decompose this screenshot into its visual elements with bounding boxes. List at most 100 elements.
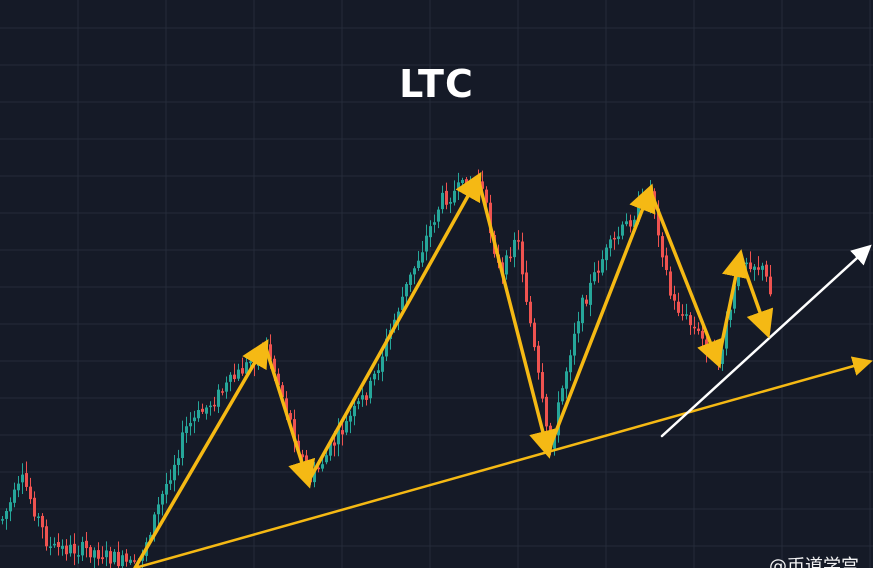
candle-body bbox=[657, 208, 660, 236]
candle-body bbox=[53, 543, 56, 546]
candle-body bbox=[341, 430, 344, 435]
candle-body bbox=[337, 428, 340, 445]
candle-body bbox=[753, 266, 756, 270]
candle-body bbox=[569, 355, 572, 373]
candle-body bbox=[289, 413, 292, 420]
candle-body bbox=[525, 272, 528, 302]
candle-body bbox=[537, 345, 540, 373]
candle-body bbox=[177, 458, 180, 466]
candle-body bbox=[749, 262, 752, 270]
trendline-support bbox=[133, 356, 873, 568]
candle-body bbox=[273, 358, 276, 372]
candle-body bbox=[425, 235, 428, 252]
candle-body bbox=[697, 328, 700, 331]
candle-body bbox=[105, 550, 108, 558]
candle-body bbox=[65, 545, 68, 555]
candle-body bbox=[677, 301, 680, 313]
candle-body bbox=[513, 239, 516, 258]
wave-arrow-8 bbox=[738, 254, 774, 339]
wave-arrow-5 bbox=[546, 183, 656, 454]
candle-body bbox=[529, 301, 532, 324]
candle-body bbox=[173, 464, 176, 481]
candle-body bbox=[453, 190, 456, 203]
candle-body bbox=[409, 274, 412, 285]
candle-body bbox=[213, 404, 216, 407]
candle-body bbox=[353, 405, 356, 417]
candle-body bbox=[541, 372, 544, 399]
candle-body bbox=[573, 333, 576, 356]
candle-body bbox=[385, 338, 388, 357]
candle-body bbox=[77, 555, 80, 557]
candle-body bbox=[249, 361, 252, 364]
candle-body bbox=[165, 483, 168, 495]
candle-body bbox=[241, 368, 244, 374]
candle-body bbox=[673, 294, 676, 301]
candle-body bbox=[437, 209, 440, 222]
candle-body bbox=[357, 401, 360, 404]
candle-body bbox=[593, 272, 596, 282]
candle-body bbox=[565, 371, 568, 389]
candle-body bbox=[769, 276, 772, 295]
candle-body bbox=[201, 408, 204, 412]
candle-body bbox=[73, 543, 76, 554]
candle-body bbox=[321, 464, 324, 469]
candle-body bbox=[457, 182, 460, 190]
candle-body bbox=[113, 551, 116, 563]
candle-body bbox=[193, 417, 196, 422]
candle-body bbox=[585, 299, 588, 304]
candle-body bbox=[373, 373, 376, 380]
candle-body bbox=[301, 454, 304, 458]
candles bbox=[1, 169, 772, 568]
candle-body bbox=[625, 221, 628, 225]
candle-body bbox=[433, 222, 436, 225]
candle-body bbox=[665, 255, 668, 271]
candle-body bbox=[533, 322, 536, 348]
candle-body bbox=[397, 311, 400, 321]
candle-body bbox=[13, 489, 16, 503]
wave-arrow-2 bbox=[263, 343, 316, 489]
candle-body bbox=[69, 544, 72, 554]
candle-body bbox=[325, 455, 328, 463]
candle-body bbox=[345, 421, 348, 433]
candle-body bbox=[281, 385, 284, 398]
candle-body bbox=[185, 426, 188, 434]
wave-arrow-3 bbox=[306, 171, 482, 484]
candle-body bbox=[461, 179, 464, 183]
candle-body bbox=[617, 236, 620, 239]
candle-body bbox=[681, 314, 684, 316]
candle-body bbox=[197, 410, 200, 419]
candle-body bbox=[81, 541, 84, 556]
candle-body bbox=[521, 241, 524, 275]
candle-body bbox=[41, 515, 44, 528]
candle-body bbox=[29, 486, 32, 500]
candle-body bbox=[369, 380, 372, 399]
candle-body bbox=[349, 415, 352, 422]
candle-body bbox=[509, 256, 512, 259]
candle-body bbox=[449, 201, 452, 204]
candle-body bbox=[605, 247, 608, 261]
candle-body bbox=[25, 473, 28, 487]
candle-body bbox=[121, 555, 124, 567]
candle-body bbox=[365, 395, 368, 400]
watermark: @币道学宫 bbox=[769, 556, 859, 568]
annotations bbox=[133, 171, 873, 568]
candle-body bbox=[157, 504, 160, 515]
candle-body bbox=[277, 373, 280, 385]
chart-title: LTC bbox=[399, 62, 474, 106]
candle-body bbox=[517, 240, 520, 242]
candle-body bbox=[669, 271, 672, 296]
candle-body bbox=[545, 396, 548, 427]
candle-body bbox=[333, 442, 336, 446]
candle-body bbox=[621, 224, 624, 236]
candle-body bbox=[685, 314, 688, 316]
candle-body bbox=[421, 252, 424, 263]
candle-body bbox=[181, 432, 184, 459]
candle-body bbox=[205, 407, 208, 414]
candle-body bbox=[17, 483, 20, 491]
candle-body bbox=[705, 339, 708, 353]
candle-body bbox=[225, 382, 228, 392]
candle-body bbox=[689, 315, 692, 326]
